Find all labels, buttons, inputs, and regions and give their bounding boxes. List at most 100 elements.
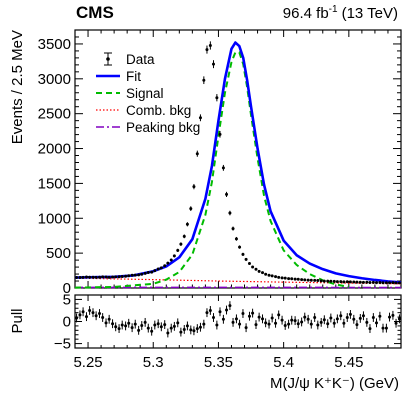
data-point <box>159 266 163 270</box>
data-point <box>267 273 271 277</box>
main-plot-frame <box>74 29 402 289</box>
pull-point <box>309 319 313 329</box>
main-y-tick-label: 1500 <box>38 175 71 192</box>
legend-label: Fit <box>126 69 141 84</box>
data-point <box>75 276 79 280</box>
pull-point <box>361 311 365 321</box>
data-point <box>277 275 281 279</box>
data-point <box>251 265 255 269</box>
luminosity-value: 96.4 fb <box>283 5 329 22</box>
pull-point <box>195 324 199 333</box>
data-point <box>228 210 232 216</box>
legend: Data Fit Signal Comb. bkg Peaking bkg <box>96 52 200 135</box>
x-tick-label: 5.45 <box>334 354 363 371</box>
pull-point <box>159 322 163 332</box>
data-point <box>388 281 392 285</box>
pull-point <box>133 319 137 329</box>
pull-point <box>251 308 255 318</box>
data-point <box>156 267 160 271</box>
pull-x-ticks: 5.25 5.3 5.35 5.4 5.45 <box>73 295 402 371</box>
experiment-label: CMS <box>76 3 114 22</box>
data-point <box>300 278 304 282</box>
data-point <box>335 280 339 284</box>
pull-point <box>81 307 85 317</box>
main-y-tick-label: 3000 <box>38 71 71 88</box>
pull-point <box>300 317 304 327</box>
pull-point <box>94 311 98 321</box>
data-point <box>361 280 365 284</box>
pull-point <box>342 318 346 328</box>
data-point <box>94 275 98 279</box>
data-point <box>287 277 291 281</box>
data-point <box>172 254 176 258</box>
pull-point <box>192 326 196 336</box>
data-point <box>81 275 85 279</box>
data-point <box>179 242 183 246</box>
pull-point <box>84 312 88 322</box>
pull-panel: 5.25 5.3 5.35 5.4 5.45 −5 0 5 Pull M(J/ψ K⁺K⁻)… <box>9 291 402 392</box>
data-point <box>88 275 92 279</box>
pull-point <box>270 313 274 323</box>
legend-label: Signal <box>126 86 164 101</box>
pull-point <box>358 313 362 323</box>
data-point <box>221 164 225 171</box>
pull-point <box>111 319 115 329</box>
data-point <box>185 222 189 227</box>
pull-point <box>293 316 297 326</box>
pull-point <box>166 328 170 338</box>
main-y-tick-label: 3500 <box>38 36 71 53</box>
data-point <box>374 281 378 285</box>
main-y-ticks: 0 500 1000 1500 2000 2500 3000 3500 <box>38 36 401 297</box>
pull-point <box>283 321 287 330</box>
data-point <box>309 278 313 282</box>
data-point <box>322 279 326 283</box>
pull-point <box>143 317 147 327</box>
curve-comb-bkg <box>74 277 402 285</box>
main-panel: 0 500 1000 1500 2000 2500 3000 3500 Events / 2.… <box>9 29 402 297</box>
data-point <box>296 277 300 281</box>
pull-y-axis-label: Pull <box>9 308 26 333</box>
data-point <box>215 94 219 102</box>
data-point <box>225 191 229 198</box>
data-point <box>202 76 206 85</box>
pull-point <box>156 319 160 329</box>
pull-point <box>215 320 219 330</box>
data-point <box>182 234 186 239</box>
pull-point <box>352 314 356 324</box>
data-point <box>231 226 235 231</box>
pull-point <box>264 318 268 328</box>
pull-point <box>384 323 388 333</box>
data-point <box>244 257 248 261</box>
pull-point <box>101 313 105 322</box>
pull-point <box>348 310 352 319</box>
luminosity-exponent: -1 <box>329 4 338 15</box>
pull-point <box>189 325 193 335</box>
pull-point <box>280 315 284 325</box>
data-point <box>306 278 310 282</box>
pull-point <box>290 315 294 325</box>
data-point <box>274 275 278 279</box>
data-point <box>391 281 395 285</box>
pull-points <box>75 301 401 338</box>
data-point <box>146 270 150 274</box>
main-y-tick-label: 500 <box>46 245 71 262</box>
data-point <box>124 274 128 278</box>
data-point <box>241 252 245 256</box>
pull-point <box>388 312 392 322</box>
data-point <box>166 261 170 265</box>
data-point <box>339 280 343 284</box>
pull-point <box>394 318 398 328</box>
data-point <box>143 271 147 275</box>
data-point <box>326 279 330 283</box>
legend-entry: Comb. bkg <box>96 103 191 118</box>
main-y-tick-label: 1000 <box>38 210 71 227</box>
data-point <box>352 280 356 284</box>
data-point <box>117 275 121 279</box>
data-point <box>365 280 369 284</box>
pull-point <box>335 314 339 324</box>
data-point <box>329 279 333 283</box>
pull-point <box>322 315 326 325</box>
pull-point <box>176 318 180 328</box>
data-point <box>120 274 124 278</box>
